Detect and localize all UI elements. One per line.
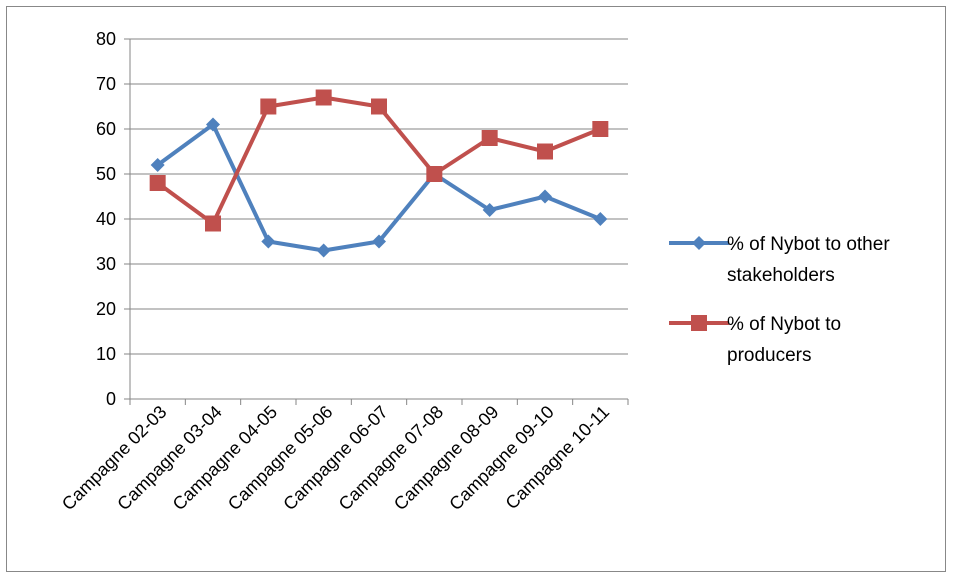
legend-label-1: stakeholders [727,265,835,286]
chart-frame [6,6,946,572]
x-tick-label: Campagne 08-09 [390,402,503,515]
data-point-series-1 [372,234,386,249]
legend: % of Nybot to other stakeholders % of Nybo… [669,234,890,366]
data-point-series-2 [149,175,166,191]
series-lines [149,89,609,258]
legend-label-2: producers [727,345,812,366]
data-point-series-2 [481,130,498,146]
data-point-series-1 [150,158,165,172]
legend-label-1: % of Nybot to other [727,234,890,255]
data-point-series-2 [426,166,443,182]
y-tick-label: 70 [96,74,116,94]
data-point-series-1 [482,203,497,217]
y-tick-label: 60 [96,119,116,139]
data-point-series-2 [315,89,332,106]
data-point-series-1 [206,117,220,132]
x-tick-label: Campagne 02-03 [58,402,171,515]
y-tick-label: 30 [96,254,116,274]
x-tick-label: Campagne 10-11 [502,402,614,514]
x-tick-label: Campagne 03-04 [113,402,226,515]
data-point-series-1 [316,243,331,258]
x-tick-label: Campagne 05-06 [224,402,337,515]
legend-marker-2 [691,315,707,331]
data-point-series-2 [205,215,221,232]
legend-label-2: % of Nybot to [727,314,841,335]
x-tick-label: Campagne 07-08 [335,402,448,515]
y-tick-label: 40 [96,209,116,229]
data-point-series-2 [260,98,277,115]
x-tick-label: Campagne 06-07 [279,402,392,515]
gridlines [130,38,628,355]
y-tick-label: 0 [106,389,116,409]
data-point-series-2 [537,143,553,160]
legend-marker-1 [692,236,706,250]
series-line-2 [155,95,603,226]
x-tick-label: Campagne 04-05 [169,402,282,515]
data-point-series-1 [261,234,276,249]
data-point-series-1 [593,212,608,226]
y-tick-label: 20 [96,299,116,319]
data-point-series-1 [538,189,552,204]
x-tick-label: Campagne 09-10 [445,402,558,515]
y-tick-label: 80 [96,29,116,49]
data-point-series-2 [592,121,609,137]
y-tick-label: 50 [96,164,116,184]
y-tick-label: 10 [96,344,116,364]
data-point-series-2 [371,98,387,115]
series-line-1 [155,122,603,253]
